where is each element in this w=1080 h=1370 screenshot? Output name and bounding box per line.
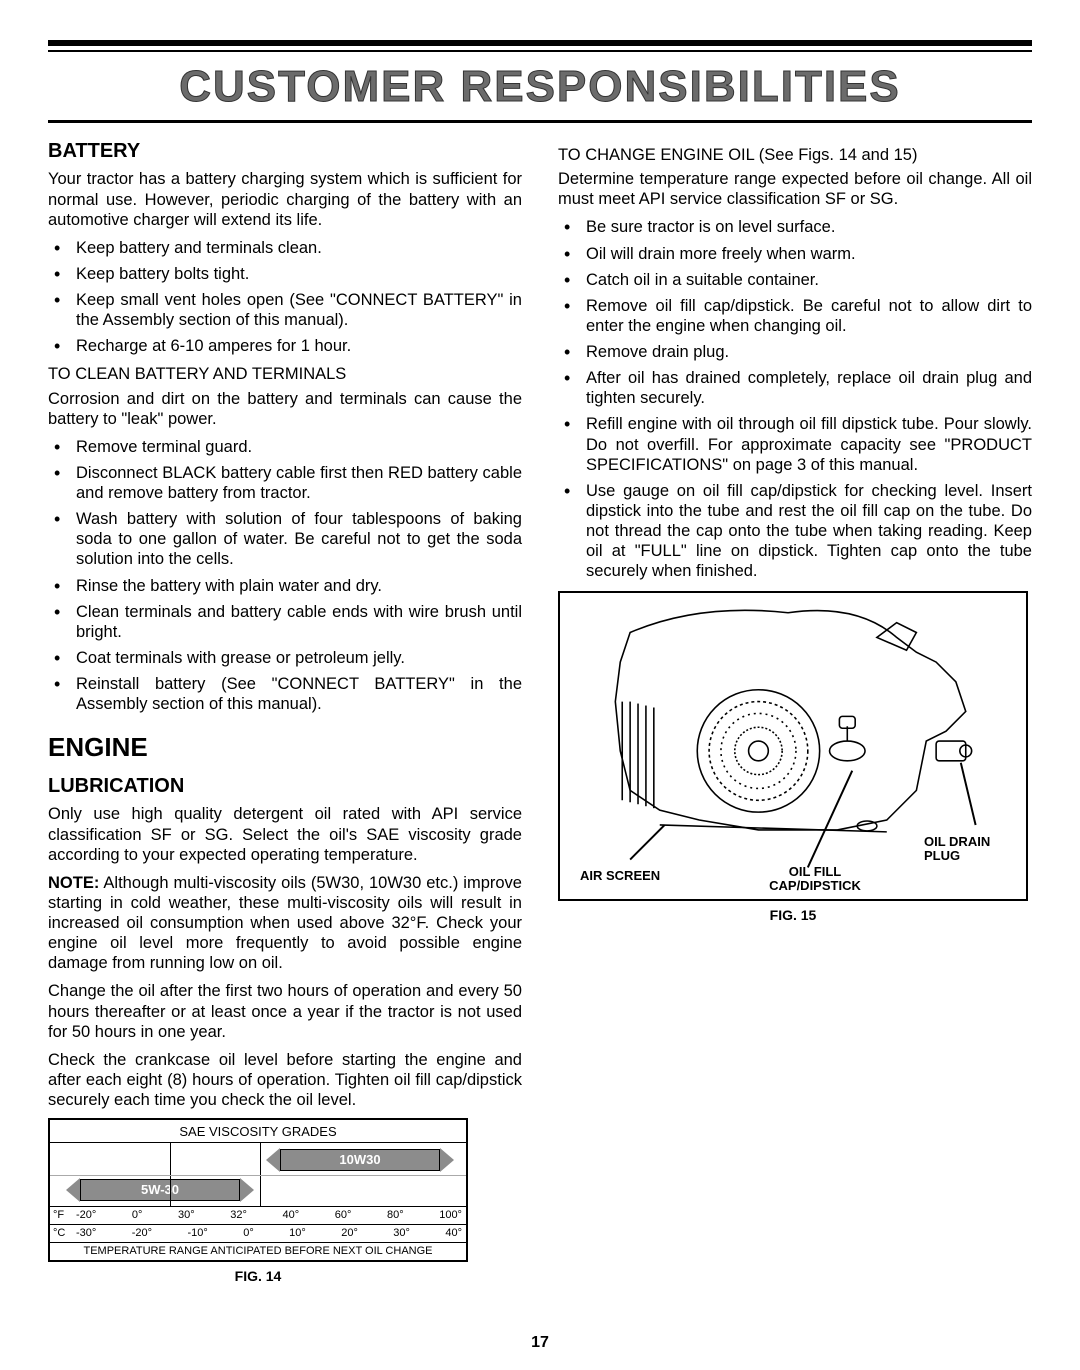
lub-p1: Only use high quality detergent oil rate… (48, 804, 522, 864)
two-column-layout: BATTERY Your tractor has a battery charg… (48, 139, 1032, 1285)
engine-diagram: AIR SCREEN OIL FILL CAP/DIPSTICK OIL DRA… (558, 591, 1028, 901)
tick: 30° (178, 1209, 195, 1222)
note-label: NOTE: (48, 874, 99, 892)
arrow-left-icon (266, 1148, 280, 1172)
tick: 80° (387, 1209, 404, 1222)
change-oil-heading: TO CHANGE ENGINE OIL (See Figs. 14 and 1… (558, 145, 1032, 165)
change-oil-list: Be sure tractor is on level surface. Oil… (558, 217, 1032, 581)
battery-heading: BATTERY (48, 139, 522, 163)
list-item: Reinstall battery (See "CONNECT BATTERY"… (48, 674, 522, 714)
tick: 0° (243, 1227, 254, 1240)
title-underline (48, 120, 1032, 123)
top-rule-thick (48, 40, 1032, 46)
clean-heading: TO CLEAN BATTERY AND TERMINALS (48, 364, 522, 384)
clean-list: Remove terminal guard. Disconnect BLACK … (48, 437, 522, 715)
tick: 60° (335, 1209, 352, 1222)
grid-line (50, 1175, 466, 1176)
tick: -20° (76, 1209, 96, 1222)
sae-viscosity-chart: SAE VISCOSITY GRADES 10W30 5W-30 °F -20° (48, 1118, 468, 1262)
tick: 40° (445, 1227, 462, 1240)
tick: 10° (289, 1227, 306, 1240)
left-column: BATTERY Your tractor has a battery charg… (48, 139, 522, 1285)
list-item: Remove terminal guard. (48, 437, 522, 457)
arrow-right-icon (240, 1178, 254, 1202)
tick: -10° (187, 1227, 207, 1240)
c-unit: °C (50, 1227, 74, 1240)
arrow-left-icon (66, 1178, 80, 1202)
note-text: Although multi-viscosity oils (5W30, 10W… (48, 874, 522, 973)
lub-p2: Change the oil after the first two hours… (48, 981, 522, 1041)
c-ticks: -30° -20° -10° 0° 10° 20° 30° 40° (74, 1227, 466, 1240)
sae-title: SAE VISCOSITY GRADES (50, 1120, 466, 1143)
list-item: Oil will drain more freely when warm. (558, 244, 1032, 264)
tick: -30° (76, 1227, 96, 1240)
list-item: Recharge at 6-10 amperes for 1 hour. (48, 336, 522, 356)
page-title: CUSTOMER RESPONSIBILITIES (48, 62, 1032, 112)
list-item: Refill engine with oil through oil fill … (558, 414, 1032, 474)
tick: 40° (283, 1209, 300, 1222)
label-oil-drain: OIL DRAIN PLUG (924, 835, 1014, 864)
tick: 30° (393, 1227, 410, 1240)
sae-celsius-row: °C -30° -20° -10° 0° 10° 20° 30° 40° (50, 1225, 466, 1243)
label-oil-fill: OIL FILL CAP/DIPSTICK (750, 865, 880, 894)
tick: 0° (132, 1209, 143, 1222)
page-number: 17 (0, 1334, 1080, 1352)
list-item: Wash battery with solution of four table… (48, 509, 522, 569)
list-item: Keep battery and terminals clean. (48, 238, 522, 258)
top-rule-thin (48, 50, 1032, 52)
sae-footer: TEMPERATURE RANGE ANTICIPATED BEFORE NEX… (50, 1243, 466, 1260)
sae-bars-area: 10W30 5W-30 (50, 1143, 466, 1207)
arrow-right-icon (440, 1148, 454, 1172)
sae-fahrenheit-row: °F -20° 0° 30° 32° 40° 60° 80° 100° (50, 1207, 466, 1225)
fig15-caption: FIG. 15 (558, 907, 1028, 924)
list-item: Remove oil fill cap/dipstick. Be careful… (558, 296, 1032, 336)
list-item: Disconnect BLACK battery cable first the… (48, 463, 522, 503)
list-item: Coat terminals with grease or petroleum … (48, 648, 522, 668)
tick: 100° (439, 1209, 462, 1222)
lub-note: NOTE: Although multi-viscosity oils (5W3… (48, 873, 522, 974)
list-item: Keep small vent holes open (See "CONNECT… (48, 290, 522, 330)
tick: 20° (341, 1227, 358, 1240)
list-item: Use gauge on oil fill cap/dipstick for c… (558, 481, 1032, 582)
sae-bar-5w30: 5W-30 (80, 1179, 240, 1201)
battery-list: Keep battery and terminals clean. Keep b… (48, 238, 522, 357)
lubrication-heading: LUBRICATION (48, 774, 522, 798)
list-item: Remove drain plug. (558, 342, 1032, 362)
tick: -20° (132, 1227, 152, 1240)
label-air-screen: AIR SCREEN (580, 868, 660, 884)
fig14-caption: FIG. 14 (48, 1268, 468, 1285)
list-item: Clean terminals and battery cable ends w… (48, 602, 522, 642)
sae-bar-10w30: 10W30 (280, 1149, 440, 1171)
tick: 32° (230, 1209, 247, 1222)
list-item: After oil has drained completely, replac… (558, 368, 1032, 408)
change-oil-intro: Determine temperature range expected bef… (558, 169, 1032, 209)
clean-intro: Corrosion and dirt on the battery and te… (48, 389, 522, 429)
engine-heading: ENGINE (48, 732, 522, 764)
right-column: TO CHANGE ENGINE OIL (See Figs. 14 and 1… (558, 139, 1032, 1285)
lub-p3: Check the crankcase oil level before sta… (48, 1050, 522, 1110)
list-item: Catch oil in a suitable container. (558, 270, 1032, 290)
list-item: Keep battery bolts tight. (48, 264, 522, 284)
f-ticks: -20° 0° 30° 32° 40° 60° 80° 100° (74, 1209, 466, 1222)
list-item: Be sure tractor is on level surface. (558, 217, 1032, 237)
battery-intro: Your tractor has a battery charging syst… (48, 169, 522, 229)
list-item: Rinse the battery with plain water and d… (48, 576, 522, 596)
f-unit: °F (50, 1209, 74, 1222)
